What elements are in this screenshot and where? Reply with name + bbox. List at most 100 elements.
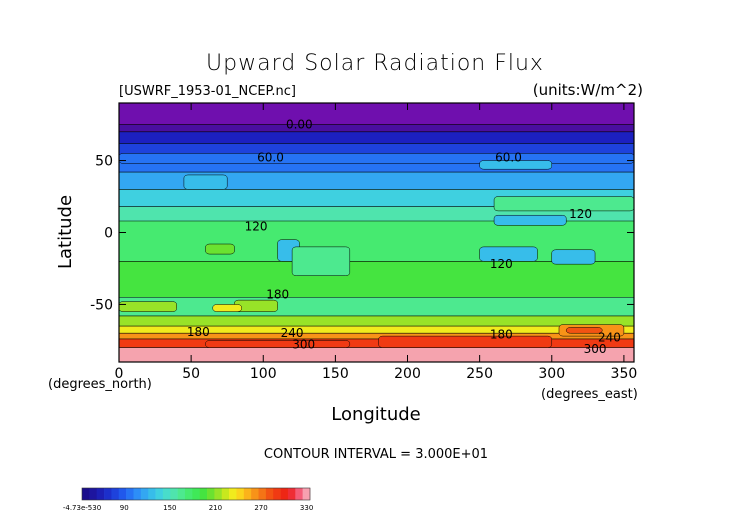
contour-interval-note: CONTOUR INTERVAL = 3.000E+01 — [264, 447, 488, 462]
x-axis: 0 50 100 150 200 250 300 350 — [115, 103, 638, 382]
colorbar-swatch-29 — [295, 488, 303, 500]
x-axis-label: Longitude — [331, 404, 421, 425]
colorbar-frame — [81, 487, 311, 501]
latitude-band-12 — [119, 326, 634, 334]
contour-label-1: 60.0 — [257, 151, 284, 165]
colorbar-swatch-4 — [111, 488, 120, 500]
contour-label-3: 120 — [569, 207, 592, 221]
colorbar — [81, 487, 311, 501]
colorbar-label-0: -4.73e-530 — [63, 504, 101, 512]
x-tick-label-6: 300 — [538, 366, 565, 382]
colorbar-swatch-6 — [126, 488, 134, 500]
colorbar-swatch-23 — [251, 488, 259, 500]
colorbar-swatch-17 — [207, 488, 215, 500]
x-tick-label-5: 250 — [466, 366, 493, 382]
colorbar-swatch-12 — [170, 488, 178, 500]
chart-subtitle-left: [USWRF_1953-01_NCEP.nc] — [119, 84, 296, 99]
contour-region-4 — [493, 214, 567, 226]
contour-region-15 — [378, 335, 553, 348]
latitude-band-11 — [119, 315, 634, 327]
colorbar-swatch-9 — [148, 488, 156, 500]
colorbar-label-3: 210 — [209, 504, 222, 512]
colorbar-label-5: 330 — [300, 504, 313, 512]
colorbar-swatch-24 — [258, 488, 267, 500]
colorbar-swatch-30 — [302, 488, 311, 500]
y-axis: 50 0 -50 — [90, 154, 634, 313]
colorbar-swatch-28 — [287, 488, 296, 500]
colorbar-swatch-5 — [118, 488, 127, 500]
colorbar-swatch-10 — [155, 488, 164, 500]
colorbar-swatch-0 — [82, 488, 90, 500]
latitude-band-9 — [119, 261, 634, 298]
colorbar-swatch-3 — [104, 488, 112, 500]
colorbar-swatch-13 — [177, 488, 186, 500]
contour-region-3 — [493, 196, 634, 212]
colorbar-swatch-8 — [140, 488, 149, 500]
chart-subtitle-right: (units:W/m^2) — [533, 81, 643, 99]
latitude-band-8 — [119, 220, 634, 262]
colorbar-swatch-27 — [280, 488, 289, 500]
colorbar-swatch-2 — [96, 488, 105, 500]
contour-label-0: 0.00 — [286, 118, 313, 132]
colorbar-swatch-11 — [162, 488, 171, 500]
contour-label-5: 120 — [490, 257, 513, 271]
latitude-band-13 — [119, 333, 634, 340]
contour-region-0 — [119, 153, 634, 164]
contour-label-10: 180 — [490, 328, 513, 342]
contour-label-11: 240 — [598, 331, 621, 345]
colorbar-label-2: 150 — [163, 504, 176, 512]
x-unit-label: (degrees_east) — [541, 387, 638, 402]
y-tick-label-2: -50 — [90, 297, 113, 313]
x-tick-label-1: 50 — [182, 366, 200, 382]
colorbar-swatch-25 — [265, 488, 274, 500]
colorbar-swatch-1 — [89, 488, 98, 500]
latitude-band-14 — [119, 338, 634, 349]
colorbar-label-1: 90 — [120, 504, 129, 512]
colorbar-swatch-16 — [199, 488, 208, 500]
colorbar-swatch-26 — [273, 488, 281, 500]
y-tick-label-0: 50 — [95, 154, 113, 170]
contour-region-11 — [119, 301, 177, 312]
contour-label-7: 180 — [187, 325, 210, 339]
contour-label-2: 60.0 — [495, 151, 522, 165]
latitude-band-1 — [119, 124, 634, 133]
colorbar-swatch-19 — [221, 488, 230, 500]
latitude-band-5 — [119, 172, 634, 190]
colorbar-swatch-15 — [192, 488, 200, 500]
heatmap-field — [119, 103, 634, 362]
contour-label-8: 240 — [281, 326, 304, 340]
x-tick-label-4: 200 — [394, 366, 421, 382]
contour-region-7 — [551, 249, 596, 265]
contour-label-4: 120 — [245, 220, 268, 234]
contour-label-6: 180 — [266, 287, 289, 301]
colorbar-swatch-21 — [236, 488, 245, 500]
contour-region-5 — [479, 246, 538, 262]
colorbar-swatch-7 — [133, 488, 142, 500]
contour-label-12: 300 — [584, 342, 607, 356]
latitude-band-15 — [119, 347, 634, 362]
y-tick-label-1: 0 — [104, 226, 113, 242]
colorbar-swatch-20 — [229, 488, 237, 500]
x-tick-label-7: 350 — [611, 366, 638, 382]
latitude-band-2 — [119, 131, 634, 144]
contour-label-9: 300 — [292, 338, 315, 352]
contour-region-14 — [565, 327, 603, 334]
colorbar-swatch-14 — [184, 488, 193, 500]
contour-region-1 — [183, 174, 228, 190]
colorbar-labels: -4.73e-530 90 150 210 270 330 — [63, 504, 313, 512]
chart-title: Upward Solar Radiation Flux — [206, 51, 544, 76]
x-tick-label-3: 150 — [322, 366, 349, 382]
y-unit-label: (degrees_north) — [48, 377, 152, 392]
colorbar-label-4: 270 — [254, 504, 267, 512]
y-axis-label: Latitude — [55, 195, 76, 269]
colorbar-swatch-22 — [243, 488, 252, 500]
contour-region-12 — [212, 304, 242, 312]
contour-region-2 — [479, 160, 553, 170]
latitude-band-0 — [119, 103, 634, 126]
contour-region-16 — [205, 340, 351, 348]
contour-region-9 — [205, 243, 235, 255]
latitude-band-10 — [119, 297, 634, 317]
x-tick-label-0: 0 — [115, 366, 124, 382]
